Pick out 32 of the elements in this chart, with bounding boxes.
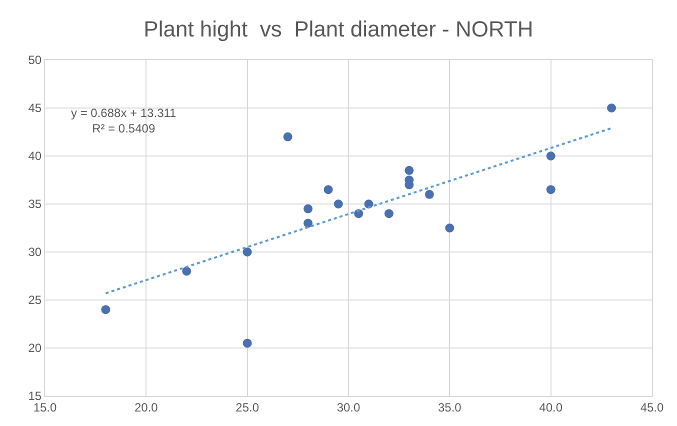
x-tick-label: 20.0 <box>134 400 158 414</box>
point <box>607 104 616 112</box>
point <box>354 209 364 218</box>
x-tick-label: 35.0 <box>438 400 462 414</box>
point <box>242 248 252 256</box>
point <box>546 185 556 194</box>
point <box>101 305 110 314</box>
point <box>304 218 313 228</box>
point <box>445 224 454 232</box>
x-tick-label: 45.0 <box>640 400 664 414</box>
point <box>546 152 556 160</box>
x-tick-label: 25.0 <box>236 400 260 414</box>
point <box>334 200 343 208</box>
x-tick-label: 30.0 <box>336 400 360 414</box>
y-tick-label: 35 <box>28 197 42 212</box>
point <box>384 209 394 218</box>
point <box>304 204 313 214</box>
y-tick-label: 40 <box>28 149 42 164</box>
y-tick-label: 45 <box>28 101 42 116</box>
y-tick-label: 50 <box>28 53 42 68</box>
y-tick-label: 30 <box>28 245 42 260</box>
y-tick-label: 20 <box>28 341 42 356</box>
point <box>404 166 414 175</box>
x-tick-label: 40.0 <box>539 400 563 414</box>
point <box>283 132 292 142</box>
y-tick-label: 25 <box>28 293 42 308</box>
point <box>182 266 192 276</box>
annotation: y = 0.688x + 13.311 R² = 0.5409 <box>71 106 177 136</box>
chart-title: Plant hight vs Plant diameter - NORTH <box>144 16 534 42</box>
point <box>424 190 434 199</box>
point <box>324 185 333 194</box>
point <box>242 338 252 348</box>
